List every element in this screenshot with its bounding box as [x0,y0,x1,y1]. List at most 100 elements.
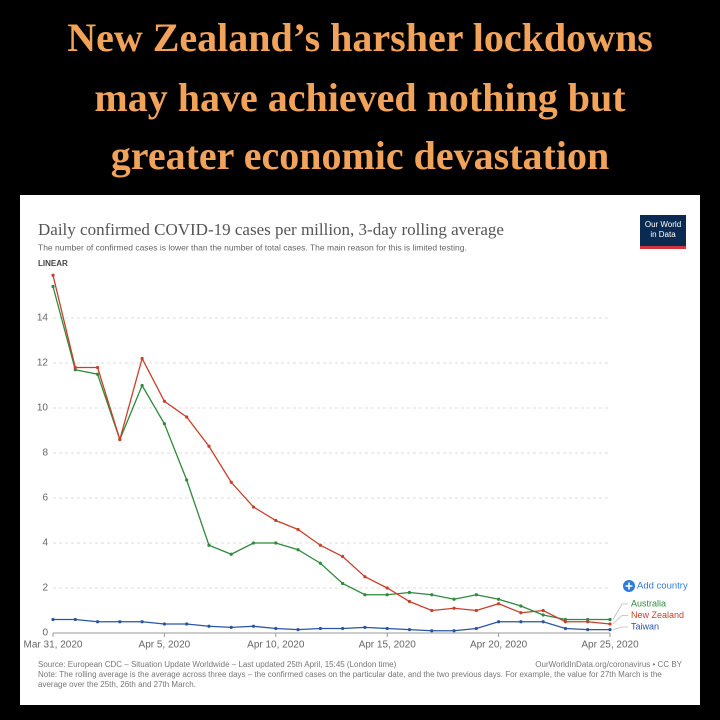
point [274,518,278,523]
headline: may have achieved nothing but [94,75,626,120]
chart-title: Daily confirmed COVID-19 cases per milli… [38,220,504,239]
point [73,368,77,372]
point [251,624,256,628]
point [497,597,501,601]
point [95,620,100,624]
point [207,624,211,628]
point [363,575,367,579]
point [140,620,144,624]
point [407,628,412,632]
logo-text: Our World [645,220,681,229]
point [341,554,345,559]
chart-subtitle: The number of confirmed cases is lower t… [38,242,467,252]
point [229,552,233,556]
point [452,597,456,601]
point [296,527,300,532]
point [541,620,545,624]
x-tick-label: Apr 5, 2020 [139,640,191,651]
note: Note: The rolling average is the average… [38,670,662,689]
point [385,593,389,597]
y-tick-label: 4 [42,538,48,549]
point [430,593,434,597]
point [229,625,233,629]
point [185,478,189,482]
point [207,543,211,547]
point [296,548,300,552]
point [452,606,456,610]
y-tick-label: 12 [37,358,49,369]
point [118,620,122,624]
point [363,625,367,629]
headline: greater economic devastation [110,133,610,178]
add-country-plus[interactable] [625,582,633,590]
point [118,437,122,442]
point [162,422,166,426]
point [51,284,55,289]
point [140,383,144,388]
chart-panel: Daily confirmed COVID-19 cases per milli… [20,195,700,705]
source: Source: European CDC – Situation Update … [38,660,397,669]
legend-connector [612,626,628,631]
legend-connector [612,615,628,625]
point [608,622,612,626]
point [563,620,568,624]
point [474,608,478,613]
series-line [52,286,610,621]
add-country[interactable]: Add country [637,581,688,592]
point [541,613,545,617]
point [608,628,612,632]
point [229,480,233,484]
point [185,622,189,626]
point [385,626,389,631]
x-tick-label: Mar 31, 2020 [24,640,83,651]
series-line [53,618,610,632]
point [608,617,612,622]
point [95,365,100,370]
x-tick-label: Apr 15, 2020 [359,640,417,651]
y-tick-label: 14 [37,313,49,324]
point [140,356,144,361]
point [207,444,211,448]
point [274,626,278,631]
scale-label: LINEAR [38,259,68,268]
point [162,399,166,403]
point [586,617,590,622]
point [385,586,389,590]
y-tick-label: 10 [37,403,49,414]
headline: New Zealand’s harsher lockdowns [67,15,653,60]
legend-label: New Zealand [631,610,684,620]
point [318,543,322,547]
chart: Daily confirmed COVID-19 cases per milli… [24,215,688,669]
x-tick-label: Apr 20, 2020 [470,640,528,651]
point [519,611,523,615]
point [341,626,345,631]
point [430,608,434,613]
x-tick-label: Apr 10, 2020 [247,640,305,651]
point [274,541,278,545]
point [497,602,501,606]
logo-text: in Data [650,230,676,239]
point [474,593,478,597]
point [519,604,523,608]
point [497,620,501,624]
credit: OurWorldInData.org/coronavirus • CC BY [535,660,682,669]
point [541,608,545,613]
series-line [52,275,611,625]
point [296,628,300,632]
point [51,273,55,277]
y-tick-label: 8 [42,448,48,459]
point [51,617,55,622]
point [407,590,412,595]
logo [640,215,686,246]
point [407,599,412,604]
point [73,365,77,370]
point [73,617,77,622]
point [251,505,256,509]
point [162,622,166,626]
point [95,372,100,376]
point [341,581,345,586]
point [563,626,568,631]
logo-strip [640,246,686,249]
point [185,415,189,419]
